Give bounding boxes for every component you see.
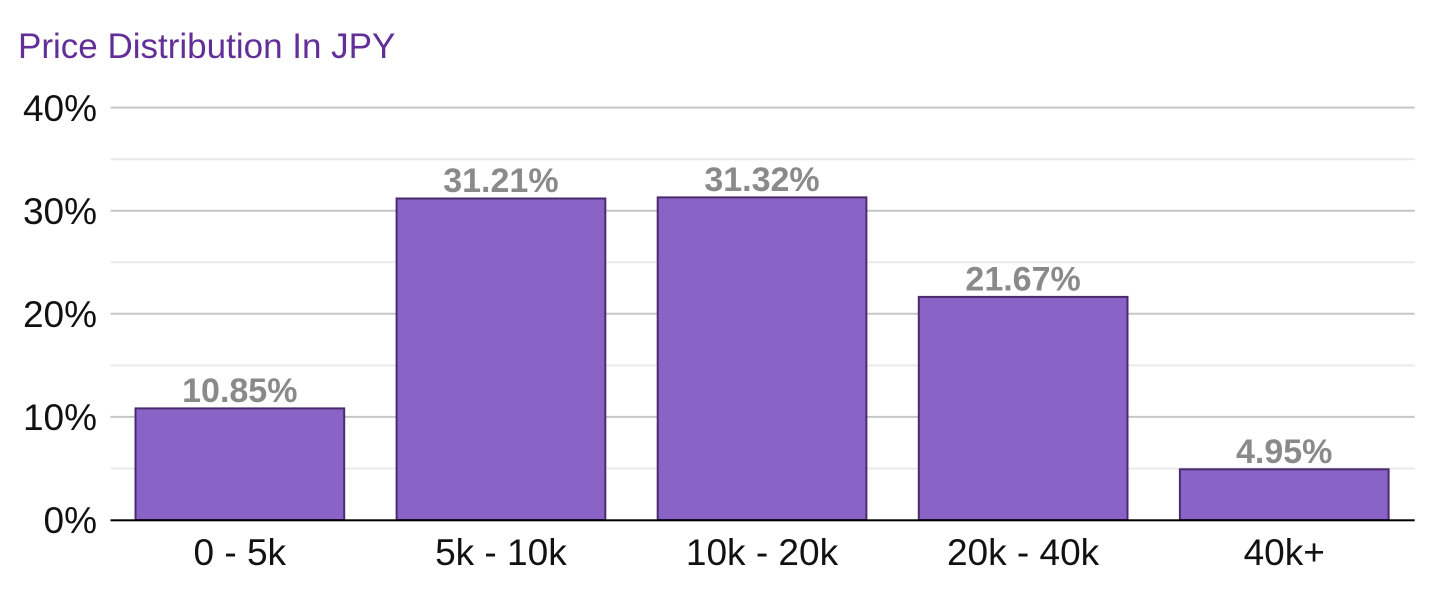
svg-text:0 - 5k: 0 - 5k <box>194 532 287 573</box>
svg-text:31.32%: 31.32% <box>704 161 819 199</box>
svg-text:21.67%: 21.67% <box>965 261 1080 299</box>
svg-text:0%: 0% <box>44 500 97 541</box>
svg-text:20k - 40k: 20k - 40k <box>947 532 1100 573</box>
svg-text:31.21%: 31.21% <box>443 162 558 200</box>
svg-text:4.95%: 4.95% <box>1236 433 1332 471</box>
svg-text:10k - 20k: 10k - 20k <box>686 532 839 573</box>
svg-text:10.85%: 10.85% <box>182 372 297 410</box>
svg-text:5k - 10k: 5k - 10k <box>435 532 567 573</box>
svg-text:40%: 40% <box>23 88 97 129</box>
svg-text:20%: 20% <box>23 294 97 335</box>
svg-text:10%: 10% <box>23 397 97 438</box>
svg-text:30%: 30% <box>23 191 97 232</box>
svg-text:40k+: 40k+ <box>1244 532 1325 573</box>
svg-text:Price Distribution In JPY: Price Distribution In JPY <box>18 27 395 66</box>
